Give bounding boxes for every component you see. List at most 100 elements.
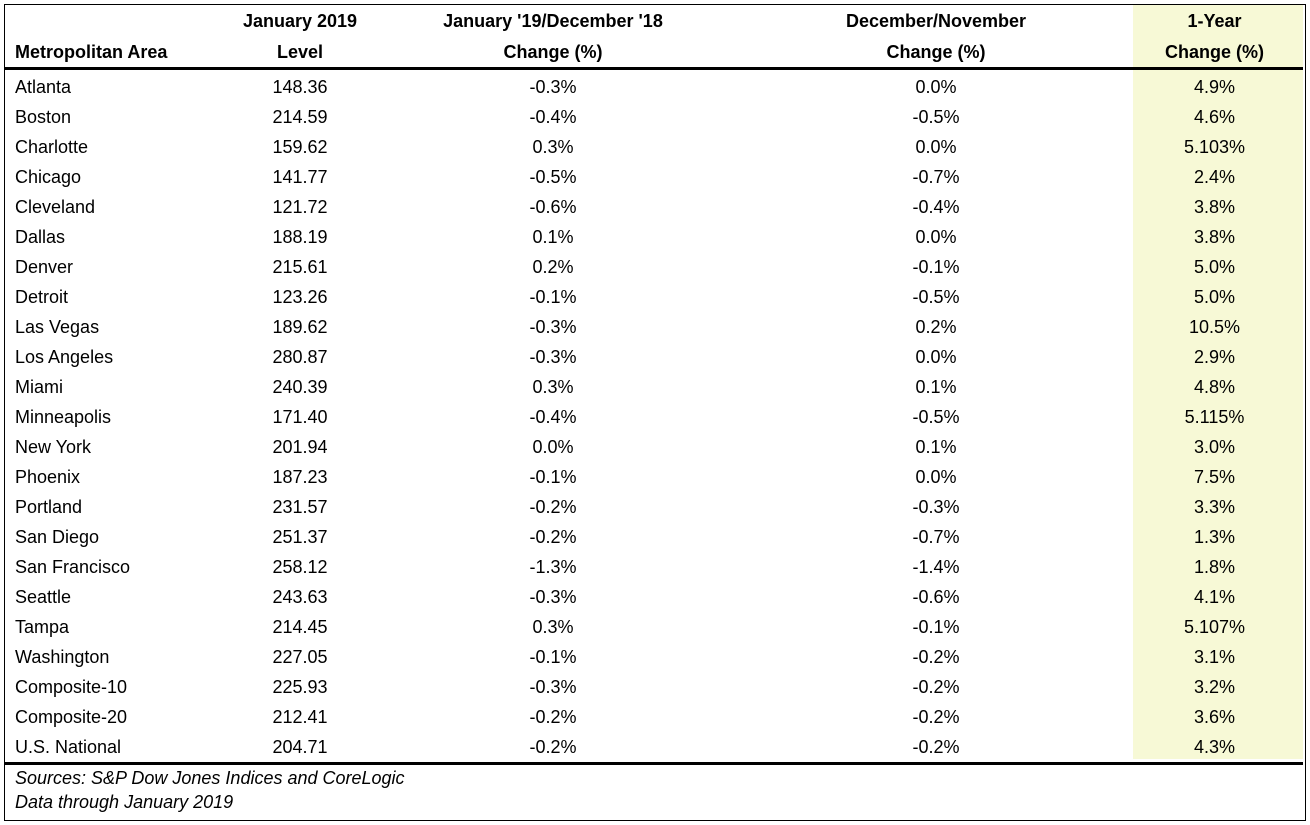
cell-level: 240.39 [272, 377, 328, 397]
table-row: Portland 231.57 -0.2% -0.3% 3.3% [5, 492, 1303, 522]
cell-area: Los Angeles [15, 347, 114, 367]
cell-yoy-change: 3.3% [1193, 497, 1236, 517]
cell-prev-change: -1.4% [912, 557, 960, 577]
cell-area: New York [15, 437, 92, 457]
cell-area: Portland [15, 497, 83, 517]
table-row: Dallas 188.19 0.1% 0.0% 3.8% [5, 222, 1303, 252]
header-yoy-top: 1-Year [1187, 11, 1242, 31]
table-row: Las Vegas 189.62 -0.3% 0.2% 10.5% [5, 312, 1303, 342]
table-body: Atlanta 148.36 -0.3% 0.0% 4.9% Boston 214.59 -0… [5, 69, 1303, 765]
cell-level: 121.72 [272, 197, 328, 217]
table-row: Tampa 214.45 0.3% -0.1% 5.107% [5, 612, 1303, 642]
cell-level: 187.23 [272, 467, 328, 487]
cell-mom-change: 0.3% [532, 137, 574, 157]
cell-mom-change: -0.3% [529, 677, 577, 697]
sources-note: Sources: S&P Dow Jones Indices and CoreL… [15, 768, 405, 788]
table-footer: Sources: S&P Dow Jones Indices and CoreL… [15, 766, 405, 814]
cell-yoy-change: 3.1% [1193, 647, 1236, 667]
cell-prev-change: 0.0% [915, 137, 957, 157]
cell-mom-change: 0.0% [532, 437, 574, 457]
cell-prev-change: 0.0% [915, 467, 957, 487]
cell-area: Denver [15, 257, 74, 277]
table-frame [4, 4, 1306, 821]
cell-mom-change: 0.2% [532, 257, 574, 277]
cell-mom-change: -0.6% [529, 197, 577, 217]
table-header: January 2019 January '19/December '18 De… [5, 5, 1303, 70]
cell-level: 243.63 [272, 587, 328, 607]
cell-area: Las Vegas [15, 317, 100, 337]
cell-level: 214.45 [272, 617, 328, 637]
header-yoy: Change (%) [1126, 37, 1303, 70]
table-row: Los Angeles 280.87 -0.3% 0.0% 2.9% [5, 342, 1303, 372]
table-row: Boston 214.59 -0.4% -0.5% 4.6% [5, 102, 1303, 132]
cell-mom-change: -0.3% [529, 347, 577, 367]
data-through-note: Data through January 2019 [15, 792, 234, 812]
table-row: Seattle 243.63 -0.3% -0.6% 4.1% [5, 582, 1303, 612]
cell-yoy-change: 5.103% [1183, 137, 1246, 157]
cell-area: Washington [15, 647, 110, 667]
cell-prev-change: 0.2% [915, 317, 957, 337]
cell-level: 189.62 [272, 317, 328, 337]
cell-area: Miami [15, 377, 63, 397]
cell-mom-change: 0.1% [532, 227, 574, 247]
cell-yoy-change: 3.8% [1193, 197, 1236, 217]
table-row: San Francisco 258.12 -1.3% -1.4% 1.8% [5, 552, 1303, 582]
cell-yoy-change: 4.9% [1193, 77, 1236, 97]
cell-level: 225.93 [272, 677, 328, 697]
cell-prev-change: -0.7% [912, 167, 960, 187]
cell-yoy-change: 4.1% [1193, 587, 1236, 607]
cell-area: Dallas [15, 227, 66, 247]
cell-yoy-change: 5.115% [1184, 407, 1245, 427]
cell-mom-change: -0.3% [529, 587, 577, 607]
cell-yoy-change: 3.2% [1193, 677, 1236, 697]
cell-mom-change: -0.3% [529, 77, 577, 97]
cell-prev-change: 0.1% [915, 437, 957, 457]
cell-prev-change: -0.5% [912, 107, 960, 127]
cell-area: Composite-20 [15, 707, 128, 727]
cell-mom-change: 0.3% [532, 377, 574, 397]
header-prev-top: December/November [845, 11, 1027, 31]
cell-level: 214.59 [272, 107, 328, 127]
cell-level: 258.12 [272, 557, 328, 577]
cell-area: Chicago [15, 167, 82, 187]
table-row: Phoenix 187.23 -0.1% 0.0% 7.5% [5, 462, 1303, 492]
cell-mom-change: -0.4% [529, 407, 577, 427]
header-level: Level [240, 37, 360, 70]
cell-yoy-change: 1.3% [1193, 527, 1236, 547]
cell-prev-change: -0.2% [912, 707, 960, 727]
header-area-top [5, 5, 240, 37]
cell-yoy-change: 4.6% [1193, 107, 1236, 127]
cell-yoy-change: 2.4% [1193, 167, 1236, 187]
cell-level: 159.62 [272, 137, 328, 157]
cell-level: 188.19 [272, 227, 328, 247]
cell-mom-change: -0.1% [529, 287, 577, 307]
cell-area: Composite-10 [15, 677, 128, 697]
cell-mom-change: -0.3% [529, 317, 577, 337]
cell-area: San Diego [15, 527, 100, 547]
cell-area: U.S. National [5, 732, 240, 765]
one-year-column-highlight [1133, 5, 1303, 759]
cell-prev-change: 0.0% [915, 347, 957, 367]
cell-level: 280.87 [272, 347, 328, 367]
cell-level: 141.77 [272, 167, 328, 187]
table-row: New York 201.94 0.0% 0.1% 3.0% [5, 432, 1303, 462]
header-mom-top: January '19/December '18 [443, 11, 663, 31]
table-row: Miami 240.39 0.3% 0.1% 4.8% [5, 372, 1303, 402]
cell-yoy-change: 2.9% [1193, 347, 1236, 367]
header-area: Metropolitan Area [5, 37, 240, 70]
cell-area: San Francisco [15, 557, 131, 577]
table-row: Charlotte 159.62 0.3% 0.0% 5.103% [5, 132, 1303, 162]
cell-level: 171.40 [272, 407, 328, 427]
cell-yoy-change: 3.8% [1193, 227, 1236, 247]
cell-prev-change: 0.1% [915, 377, 957, 397]
table-row: Denver 215.61 0.2% -0.1% 5.0% [5, 252, 1303, 282]
cell-mom-change: -0.5% [529, 167, 577, 187]
header-mom: Change (%) [360, 37, 746, 70]
cell-mom-change: 0.3% [532, 617, 574, 637]
cell-area: Tampa [15, 617, 70, 637]
cell-yoy-change: 3.6% [1193, 707, 1236, 727]
cell-level: 227.05 [272, 647, 328, 667]
cell-mom-change: -0.1% [529, 647, 577, 667]
cell-prev-change: -0.2% [912, 647, 960, 667]
cell-prev-change: -0.3% [912, 497, 960, 517]
